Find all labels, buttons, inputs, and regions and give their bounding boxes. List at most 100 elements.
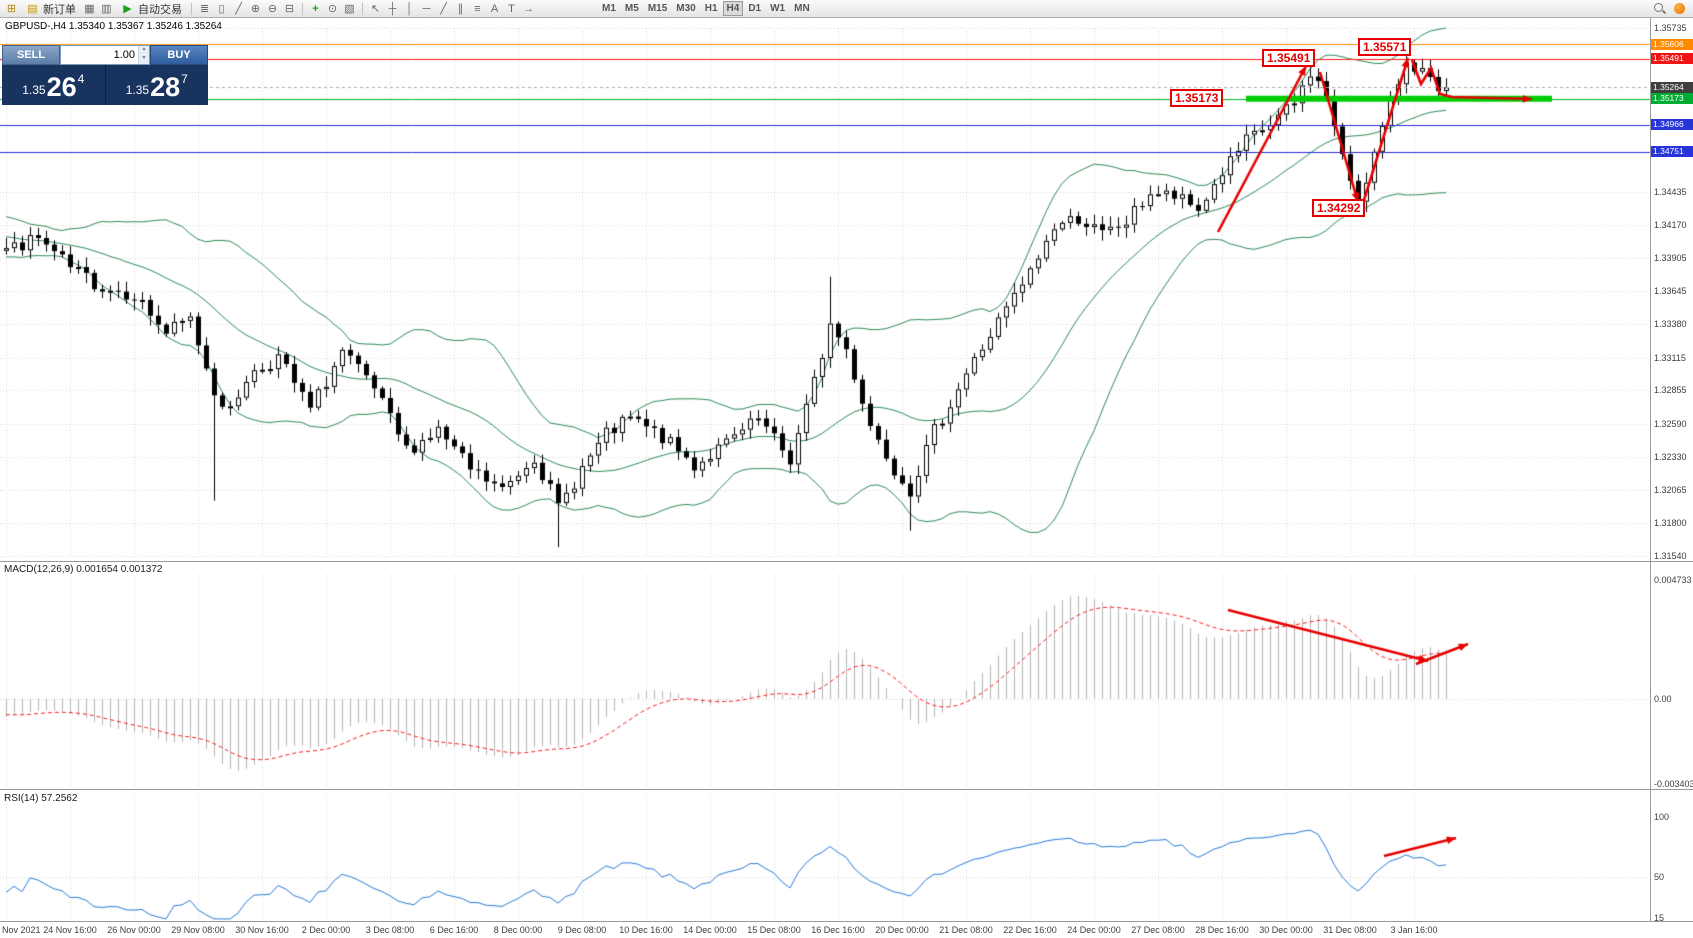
volume-spinner[interactable]: ▲ ▼ [138, 46, 149, 64]
price-axis-label: 1.31800 [1654, 518, 1687, 529]
timeframe-button-m1[interactable]: M1 [602, 3, 616, 14]
toolbar-separator [302, 2, 303, 15]
vertical-line-icon[interactable]: │ [406, 2, 413, 15]
timeframe-button-h4[interactable]: H4 [722, 1, 744, 16]
time-axis-label: 29 Nov 08:00 [171, 925, 225, 935]
crosshair-icon[interactable]: ┼ [388, 2, 397, 15]
panel-separator [0, 921, 1693, 922]
one-click-trading-panel: SELL 1.00 ▲ ▼ BUY 1.35 26 4 1.35 28 7 [2, 45, 208, 105]
price-tag: 1.34751 [1651, 146, 1693, 158]
new-order-label: 新订单 [43, 3, 76, 16]
rsi-axis-label: 15 [1654, 913, 1665, 924]
indicators-icon[interactable]: + [312, 2, 319, 15]
timeframe-toolbar: M1 M5 M15 M30 H1 H4 D1 W1 MN [598, 1, 814, 16]
chart-window-icon[interactable]: ▦ [84, 3, 95, 15]
trendline-icon[interactable]: ╱ [440, 3, 447, 15]
price-annotation: 1.35173 [1170, 89, 1224, 107]
timeframe-button-w1[interactable]: W1 [770, 3, 786, 14]
volume-value[interactable]: 1.00 [113, 49, 135, 61]
time-axis-label: 14 Dec 00:00 [683, 925, 737, 935]
rsi-axis-label: 100 [1654, 812, 1670, 822]
price-axis-label: 1.31540 [1654, 551, 1687, 561]
time-axis-label: 24 Nov 16:00 [43, 925, 97, 935]
tile-windows-icon[interactable]: ⊟ [284, 3, 295, 15]
candlestick-chart-icon[interactable]: ▯ [218, 3, 225, 15]
timeframe-button-m15[interactable]: M15 [647, 3, 668, 14]
cursor-icon[interactable]: ↖ [370, 3, 381, 15]
price-axis-label: 1.33645 [1654, 286, 1687, 297]
time-axis-label: 6 Dec 16:00 [429, 925, 479, 935]
buy-price-display[interactable]: 1.35 28 7 [106, 65, 209, 105]
timeframe-button-d1[interactable]: D1 [748, 3, 762, 14]
time-axis-label: 28 Dec 16:00 [1195, 925, 1249, 935]
time-axis-label: 22 Dec 16:00 [1003, 925, 1057, 935]
search-icon[interactable] [1653, 2, 1666, 15]
label-tool-icon[interactable]: T [508, 2, 515, 15]
channel-icon[interactable]: ∥ [457, 3, 464, 15]
zoom-out-icon[interactable]: ⊖ [267, 3, 278, 15]
price-axis-label: 1.33115 [1654, 352, 1686, 363]
time-axis-label: 8 Dec 00:00 [493, 925, 543, 935]
price-axis-label: 1.32855 [1654, 385, 1687, 396]
timeframe-button-mn[interactable]: MN [794, 3, 810, 14]
periods-icon[interactable]: ⊙ [327, 3, 338, 15]
price-axis-label: 1.32590 [1654, 418, 1687, 429]
timeframe-button-h1[interactable]: H1 [704, 3, 718, 14]
macd-axis-label: -0.003403 [1654, 779, 1693, 789]
zoom-in-icon[interactable]: ⊕ [250, 3, 261, 15]
time-axis: Nov 2021 24 Nov 16:00 26 Nov 00:00 29 Nov 0… [0, 922, 1650, 938]
price-annotation: 1.35491 [1262, 49, 1316, 67]
time-axis-label: Nov 2021 [2, 925, 41, 935]
price-axis-label: 1.33380 [1654, 319, 1687, 330]
price-tag: 1.35491 [1651, 53, 1693, 65]
sell-price-big: 26 [46, 72, 77, 102]
timeframe-button-m5[interactable]: M5 [624, 3, 639, 14]
price-tag: 1.35173 [1651, 93, 1693, 105]
macd-label: MACD(12,26,9) 0.001654 0.001372 [4, 564, 163, 575]
time-axis-label: 3 Dec 08:00 [365, 925, 415, 935]
rsi-label: RSI(14) 57.2562 [4, 793, 78, 804]
volume-field[interactable]: 1.00 ▲ ▼ [60, 45, 150, 65]
notification-icon[interactable] [1674, 3, 1685, 14]
horizontal-line-icon[interactable]: ─ [422, 2, 431, 15]
auto-trading-button[interactable]: ▶ 自动交易 [116, 1, 186, 16]
new-order-icon: ▤ [27, 3, 38, 15]
buy-price-big: 28 [150, 72, 181, 102]
timeframe-button-m30[interactable]: M30 [676, 3, 696, 14]
time-axis-label: 15 Dec 08:00 [747, 925, 801, 935]
panel-separator[interactable] [0, 789, 1693, 790]
time-axis-label: 2 Dec 00:00 [301, 925, 351, 935]
time-axis-label: 10 Dec 16:00 [619, 925, 673, 935]
text-tool-icon[interactable]: A [490, 2, 499, 15]
sell-button[interactable]: SELL [2, 45, 60, 65]
time-axis-label: 27 Dec 08:00 [1131, 925, 1185, 935]
time-axis-label: 9 Dec 08:00 [557, 925, 607, 935]
price-axis-label: 1.35735 [1654, 23, 1687, 33]
spin-down-icon[interactable]: ▼ [139, 55, 149, 64]
new-chart-icon[interactable]: ⊞ [6, 3, 17, 15]
line-chart-icon[interactable]: ╱ [235, 3, 242, 15]
templates-icon[interactable]: ▧ [344, 3, 355, 15]
price-axis-label: 1.34170 [1654, 219, 1687, 230]
profiles-icon[interactable]: ▥ [101, 3, 112, 15]
price-axis: 1.35735 1.34435 1.34170 1.33905 1.33645 1.333… [1650, 18, 1693, 924]
time-axis-label: 16 Dec 16:00 [811, 925, 865, 935]
auto-trading-label: 自动交易 [138, 3, 182, 16]
fibonacci-icon[interactable]: ≡ [474, 2, 481, 15]
sell-price-display[interactable]: 1.35 26 4 [2, 65, 105, 105]
auto-trading-icon: ▶ [123, 3, 132, 15]
sell-price-sup: 4 [77, 72, 85, 86]
spin-up-icon[interactable]: ▲ [139, 46, 149, 55]
buy-button[interactable]: BUY [150, 45, 208, 65]
time-axis-label: 21 Dec 08:00 [939, 925, 993, 935]
arrows-tool-icon[interactable]: → [523, 2, 534, 15]
price-axis-label: 1.34435 [1654, 186, 1687, 197]
price-annotation: 1.34292 [1312, 199, 1366, 217]
macd-axis-label: 0.004733 [1654, 575, 1692, 585]
bar-chart-icon[interactable]: ≣ [199, 3, 210, 15]
sell-price-small: 1.35 [22, 83, 46, 97]
panel-separator[interactable] [0, 561, 1693, 562]
price-tag: 1.35606 [1651, 38, 1693, 50]
new-order-button[interactable]: ▤ 新订单 [21, 1, 80, 16]
